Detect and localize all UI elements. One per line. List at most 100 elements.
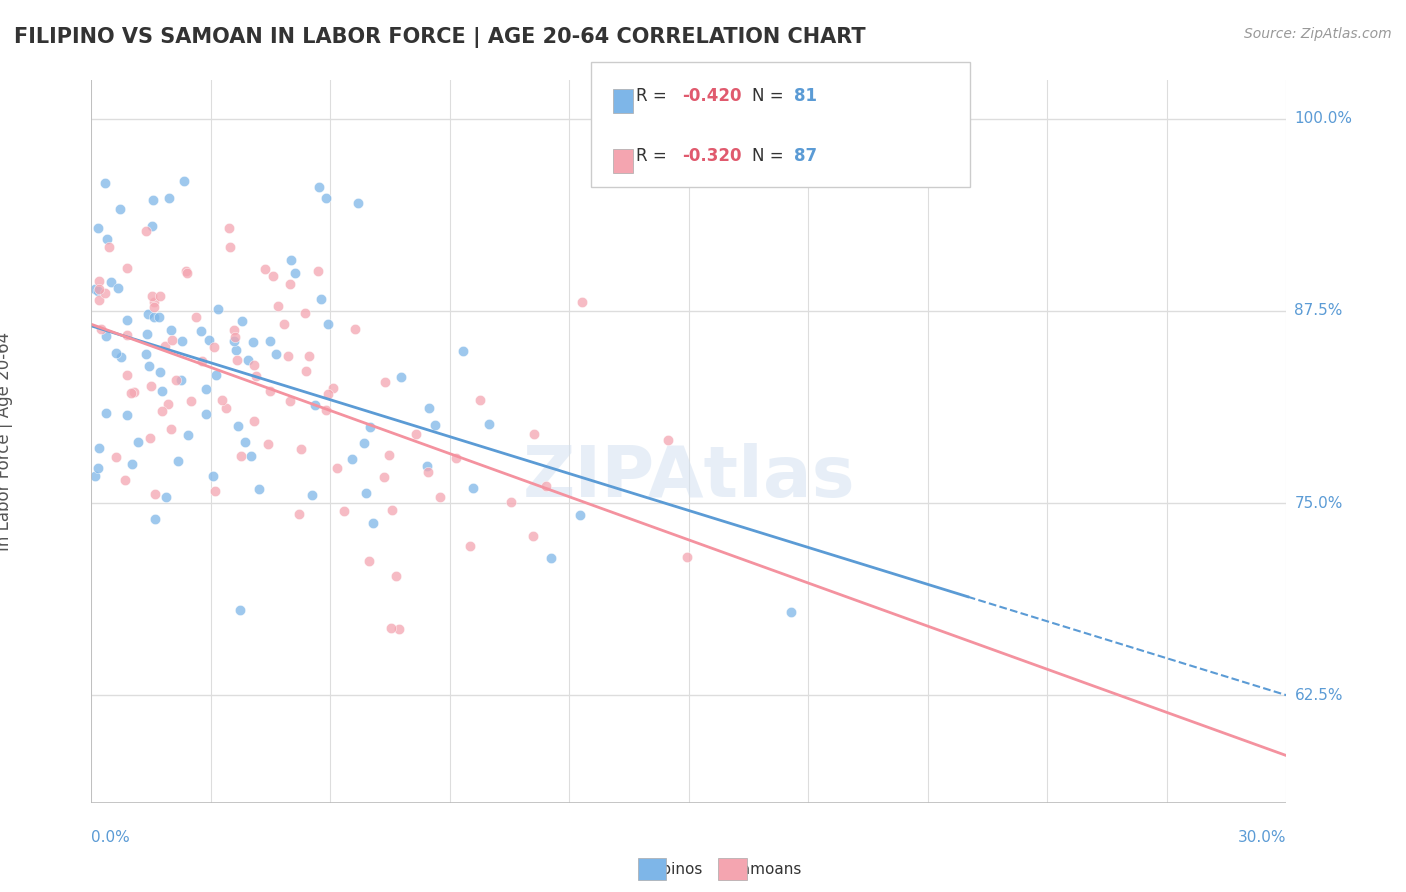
Filipinos (155, 490, 177, 504)
Filipinos (121, 458, 143, 472)
Samoans (87, 293, 110, 307)
Filipinos (347, 195, 370, 210)
Filipinos (148, 310, 170, 324)
Filipinos (780, 605, 803, 619)
Text: -0.420: -0.420 (682, 87, 741, 105)
Filipinos (418, 401, 440, 415)
Filipinos (225, 343, 247, 357)
Samoans (373, 470, 395, 484)
Samoans (381, 503, 404, 517)
Samoans (405, 427, 427, 442)
Samoans (242, 359, 264, 373)
Samoans (278, 393, 301, 408)
Text: N =: N = (752, 87, 789, 105)
Samoans (120, 386, 142, 401)
Text: 30.0%: 30.0% (1239, 830, 1286, 846)
Filipinos (238, 352, 260, 367)
Samoans (222, 323, 245, 337)
Samoans (357, 554, 380, 568)
Samoans (117, 327, 139, 342)
Samoans (226, 352, 249, 367)
Filipinos (87, 284, 110, 298)
Filipinos (110, 350, 132, 364)
Filipinos (93, 176, 115, 190)
Samoans (257, 437, 280, 451)
Samoans (315, 403, 337, 417)
Filipinos (340, 451, 363, 466)
Filipinos (107, 281, 129, 295)
Samoans (333, 504, 356, 518)
Filipinos (150, 384, 173, 399)
Filipinos (127, 435, 149, 450)
Text: -0.320: -0.320 (682, 147, 741, 165)
Text: Samoans: Samoans (731, 863, 801, 877)
Samoans (290, 442, 312, 456)
Filipinos (389, 370, 412, 384)
Samoans (204, 483, 226, 498)
Filipinos (135, 347, 157, 361)
Filipinos (87, 220, 110, 235)
Samoans (501, 495, 523, 509)
Filipinos (87, 441, 110, 455)
Samoans (229, 449, 252, 463)
Filipinos (354, 485, 377, 500)
Filipinos (222, 334, 245, 349)
Samoans (117, 261, 139, 276)
Samoans (294, 306, 316, 320)
Samoans (387, 622, 409, 636)
Text: 62.5%: 62.5% (1295, 688, 1343, 703)
Filipinos (172, 334, 194, 348)
Filipinos (194, 407, 217, 421)
Filipinos (138, 359, 160, 374)
Filipinos (228, 602, 250, 616)
Filipinos (231, 314, 253, 328)
Filipinos (361, 516, 384, 530)
Samoans (384, 569, 406, 583)
Samoans (380, 621, 402, 635)
Samoans (429, 490, 451, 504)
Samoans (114, 473, 136, 487)
Text: ZIPAtlas: ZIPAtlas (523, 443, 855, 512)
Samoans (322, 381, 344, 395)
Samoans (278, 277, 301, 291)
Filipinos (461, 481, 484, 495)
Samoans (94, 286, 117, 301)
Filipinos (104, 346, 127, 360)
Samoans (139, 432, 162, 446)
Samoans (267, 299, 290, 313)
Text: 87: 87 (794, 147, 817, 165)
Samoans (242, 414, 264, 428)
Filipinos (359, 420, 381, 434)
Filipinos (240, 449, 263, 463)
Filipinos (301, 488, 323, 502)
Filipinos (226, 418, 249, 433)
Samoans (139, 379, 162, 393)
Text: In Labor Force | Age 20-64: In Labor Force | Age 20-64 (0, 332, 13, 551)
Samoans (298, 349, 321, 363)
Filipinos (202, 469, 225, 483)
Samoans (155, 338, 177, 352)
Filipinos (115, 408, 138, 422)
Samoans (87, 281, 110, 295)
Filipinos (233, 434, 256, 449)
Filipinos (84, 468, 107, 483)
Samoans (142, 294, 165, 309)
Samoans (176, 266, 198, 280)
Samoans (87, 274, 110, 288)
Filipinos (157, 191, 180, 205)
Filipinos (166, 453, 188, 467)
Text: Source: ZipAtlas.com: Source: ZipAtlas.com (1244, 27, 1392, 41)
Samoans (468, 392, 491, 407)
Filipinos (205, 368, 228, 383)
Samoans (374, 376, 396, 390)
Filipinos (304, 398, 326, 412)
Filipinos (115, 313, 138, 327)
Samoans (218, 220, 240, 235)
Filipinos (94, 329, 117, 343)
Samoans (142, 300, 165, 314)
Text: FILIPINO VS SAMOAN IN LABOR FORCE | AGE 20-64 CORRELATION CHART: FILIPINO VS SAMOAN IN LABOR FORCE | AGE … (14, 27, 866, 48)
Samoans (149, 289, 172, 303)
Samoans (277, 349, 299, 363)
Filipinos (149, 365, 172, 379)
Filipinos (87, 460, 110, 475)
